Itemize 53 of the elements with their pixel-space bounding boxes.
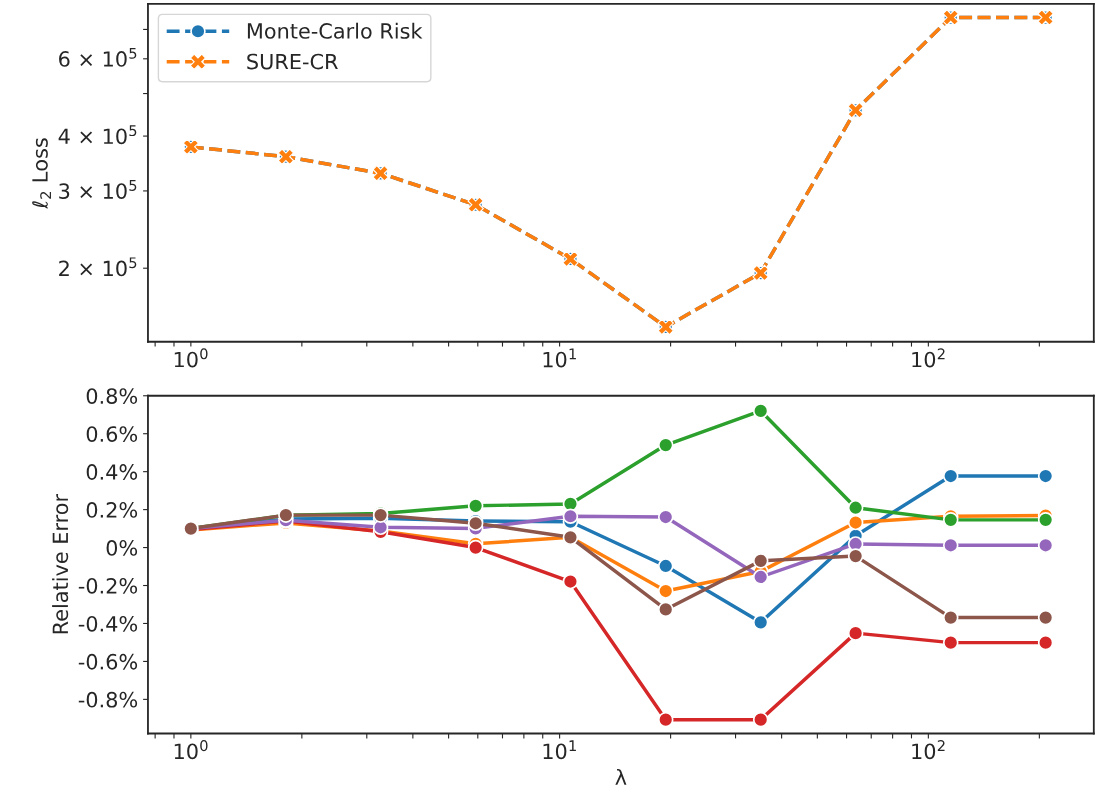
point [942, 634, 959, 651]
point [752, 614, 769, 631]
y-tick-label: 3 × 10$^{5}$ [59, 180, 137, 199]
point [942, 537, 959, 554]
point [562, 508, 579, 525]
point [847, 625, 864, 641]
y-tick-label: 6 × 10$^{5}$ [59, 47, 137, 67]
point [752, 569, 769, 585]
x-axis-title: λ [615, 768, 627, 785]
point [657, 601, 674, 618]
x-tick-label: 10$^{0}$ [174, 348, 208, 368]
point [467, 539, 484, 556]
point [942, 468, 959, 484]
point [467, 498, 484, 514]
legend-label: Monte-Carlo Risk [247, 22, 423, 39]
point [562, 573, 579, 590]
y-tick-label: -0.2% [78, 577, 138, 594]
y-tick-label: 0.4% [86, 464, 138, 480]
y-tick-label: 0.8% [86, 388, 138, 404]
y-tick-label: -0.4% [78, 615, 138, 632]
point [1037, 468, 1054, 484]
legend-label: SURE-CR [247, 53, 338, 70]
point [657, 711, 674, 728]
point [657, 558, 674, 574]
x-tick-label: 10$^{2}$ [912, 348, 945, 368]
y-tick-label: 4 × 10$^{5}$ [58, 125, 137, 145]
x-tick-label: 10$^{1}$ [543, 348, 576, 368]
x-tick-label: 10$^{0}$ [174, 740, 208, 760]
point [657, 509, 674, 525]
y-tick-label: -0.8% [78, 691, 138, 708]
point [657, 583, 674, 599]
x-tick-label: 10$^{1}$ [543, 740, 576, 760]
point [942, 609, 959, 626]
point [847, 514, 864, 531]
y-axis-title: Relative Error [52, 493, 69, 634]
point [657, 437, 674, 453]
point [752, 553, 769, 569]
point [1037, 537, 1054, 554]
point [847, 499, 864, 516]
point [1037, 512, 1054, 528]
y-axis-title: ℓ$_{2}$ Loss [32, 138, 51, 209]
y-tick-label: 0% [106, 540, 138, 556]
point [752, 403, 769, 419]
point [847, 548, 864, 564]
point [752, 711, 769, 728]
y-tick-label: -0.6% [78, 653, 138, 670]
point [942, 512, 959, 528]
y-tick-label: 2 × 10$^{5}$ [59, 257, 137, 277]
y-tick-label: 0.6% [86, 426, 138, 442]
point [1037, 609, 1054, 626]
x-tick-label: 10$^{2}$ [912, 740, 945, 760]
y-tick-label: 0.2% [86, 502, 138, 518]
point [1037, 634, 1054, 651]
